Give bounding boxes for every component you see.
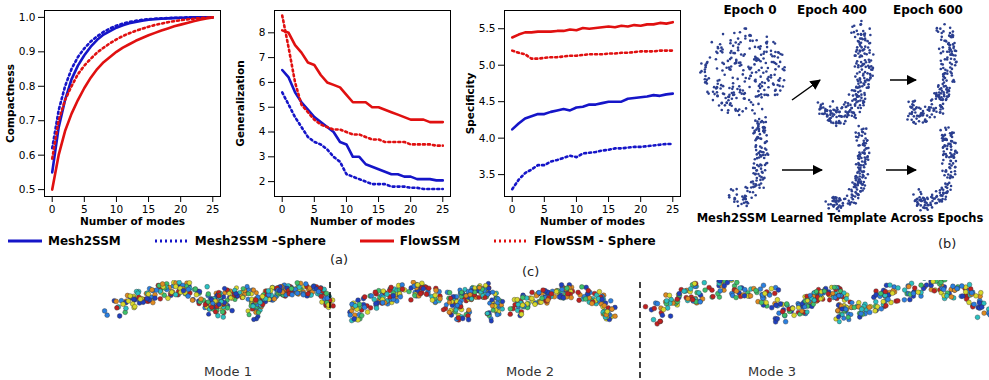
svg-text:20: 20 <box>404 203 417 215</box>
svg-text:15: 15 <box>142 203 155 215</box>
svg-text:0: 0 <box>49 203 56 215</box>
svg-text:5.0: 5.0 <box>479 59 496 71</box>
svg-text:Number of modes: Number of modes <box>310 215 415 227</box>
html-text:FlowSSM - Sphere: FlowSSM - Sphere <box>534 234 656 248</box>
svg-text:2: 2 <box>259 175 266 187</box>
svg-text:25: 25 <box>666 203 679 215</box>
svg-text:Compactness: Compactness <box>4 64 16 143</box>
html-text:Mesh2SSM –Sphere: Mesh2SSM –Sphere <box>194 234 326 248</box>
svg-text:4: 4 <box>259 125 266 137</box>
svg-text:10: 10 <box>340 203 353 215</box>
svg-text:0.6: 0.6 <box>19 149 36 161</box>
svg-text:1.0: 1.0 <box>19 11 36 23</box>
html-text:(c): (c) <box>522 264 540 279</box>
svg-text:5: 5 <box>541 203 548 215</box>
svg-text:0.5: 0.5 <box>19 183 36 195</box>
svg-text:5.5: 5.5 <box>479 22 496 34</box>
svg-text:0: 0 <box>509 203 516 215</box>
svg-text:20: 20 <box>174 203 187 215</box>
svg-text:25: 25 <box>436 203 449 215</box>
svg-text:0: 0 <box>279 203 286 215</box>
svg-text:Epoch 600: Epoch 600 <box>893 3 963 17</box>
html-text:(a): (a) <box>330 252 349 267</box>
svg-text:10: 10 <box>110 203 123 215</box>
svg-text:Mode 3: Mode 3 <box>748 364 796 379</box>
svg-text:15: 15 <box>602 203 615 215</box>
svg-text:Epoch 0: Epoch 0 <box>723 3 776 17</box>
svg-text:10: 10 <box>570 203 583 215</box>
html-text:(b): (b) <box>938 236 957 251</box>
svg-text:6: 6 <box>259 76 266 88</box>
svg-text:3.5: 3.5 <box>479 168 496 180</box>
svg-text:Specificity: Specificity <box>464 73 476 135</box>
svg-text:Mode 1: Mode 1 <box>204 364 252 379</box>
svg-text:4.0: 4.0 <box>479 132 496 144</box>
svg-text:7: 7 <box>259 51 266 63</box>
svg-text:0.8: 0.8 <box>19 80 36 92</box>
svg-text:Epoch 400: Epoch 400 <box>797 3 867 17</box>
svg-text:Number of modes: Number of modes <box>80 215 185 227</box>
svg-text:Number of modes: Number of modes <box>540 215 645 227</box>
svg-text:0.9: 0.9 <box>19 45 36 57</box>
svg-text:20: 20 <box>634 203 647 215</box>
svg-text:Mesh2SSM Learned Template Acro: Mesh2SSM Learned Template Across Epochs <box>697 211 984 225</box>
svg-text:4.5: 4.5 <box>479 95 496 107</box>
svg-text:25: 25 <box>206 203 219 215</box>
svg-text:0.7: 0.7 <box>19 114 36 126</box>
html-text:FlowSSM: FlowSSM <box>399 234 461 248</box>
svg-text:Generalization: Generalization <box>234 60 246 146</box>
svg-text:5: 5 <box>311 203 318 215</box>
svg-text:Mode 2: Mode 2 <box>506 364 554 379</box>
html-text:Mesh2SSM: Mesh2SSM <box>48 234 121 248</box>
svg-text:15: 15 <box>372 203 385 215</box>
svg-text:5: 5 <box>81 203 88 215</box>
svg-text:5: 5 <box>259 101 266 113</box>
svg-text:8: 8 <box>259 26 266 38</box>
svg-text:3: 3 <box>259 150 266 162</box>
